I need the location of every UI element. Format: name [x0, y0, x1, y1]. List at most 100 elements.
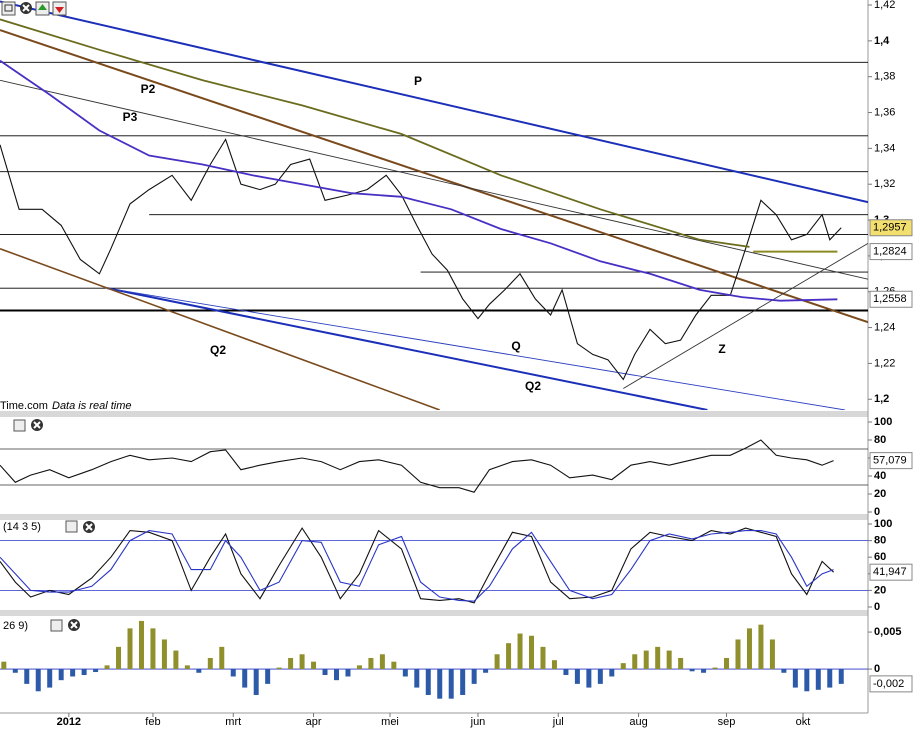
y-tick-label: 0,005 [874, 626, 902, 638]
histogram-bar [632, 654, 638, 670]
series-line [0, 439, 834, 493]
x-tick-label: jul [552, 716, 564, 728]
histogram-bar [781, 669, 787, 673]
window-button[interactable] [65, 520, 78, 533]
value-label: 1,2824 [873, 245, 907, 257]
histogram-bar [689, 669, 695, 672]
y-tick-label: 100 [874, 518, 892, 530]
histogram-bar [724, 657, 730, 670]
y-tick-label: 0 [874, 506, 880, 518]
y-tick-label: 40 [874, 470, 886, 482]
x-tick-label: 2012 [57, 716, 81, 728]
series-line [0, 527, 834, 604]
histogram-bar [311, 661, 317, 670]
histogram-bar [540, 646, 546, 670]
histogram-bar [116, 646, 122, 670]
y-tick-label: 20 [874, 584, 886, 596]
y-tick-label: 100 [874, 416, 892, 428]
histogram-bar [35, 669, 41, 692]
histogram-bar [276, 667, 282, 670]
histogram-bar [437, 669, 443, 699]
icon [85, 523, 93, 531]
histogram-bar [58, 669, 64, 681]
annotation: Q [511, 339, 520, 353]
icon [22, 4, 30, 12]
trendline [0, 29, 868, 324]
histogram-bar [758, 624, 764, 670]
y-tick-label: 1,32 [874, 178, 895, 190]
value-box [869, 290, 913, 308]
plot-area [0, 0, 868, 699]
value-box [869, 219, 913, 237]
panel-separator [0, 411, 868, 417]
histogram-bar [701, 669, 707, 673]
histogram-bar [655, 646, 661, 670]
histogram-bar [127, 628, 133, 670]
y-tick-label: 80 [874, 434, 886, 446]
histogram-bar [1, 661, 7, 670]
histogram-bar [517, 633, 523, 670]
histogram-bar [402, 669, 408, 677]
trendline [106, 287, 708, 410]
histogram-bar [678, 657, 684, 670]
indicator-params: 26 9) [3, 620, 28, 632]
window-button[interactable] [13, 419, 26, 432]
histogram-bar [792, 669, 798, 688]
trendline [0, 247, 441, 410]
value-label: -0,002 [873, 678, 904, 690]
histogram-bar [81, 669, 87, 675]
y-tick-label: 1,42 [874, 0, 895, 11]
window-button[interactable] [50, 619, 63, 632]
histogram-bar [551, 660, 557, 670]
value-label: 1,2558 [873, 293, 907, 305]
y-tick-label: 80 [874, 535, 886, 547]
histogram-bar [746, 628, 752, 670]
x-tick-label: feb [145, 716, 160, 728]
histogram-bar [161, 639, 167, 670]
annotation: Q2 [210, 343, 226, 357]
histogram-bar [563, 669, 569, 675]
y-tick-label: 20 [874, 488, 886, 500]
histogram-bar [712, 667, 718, 670]
histogram-bar [24, 669, 30, 684]
histogram-bar [322, 669, 328, 675]
source: Time.com [0, 400, 48, 412]
y-tick-label: 1,36 [874, 106, 895, 118]
icon [33, 421, 41, 429]
histogram-bar [150, 628, 156, 670]
histogram-bar [735, 639, 741, 670]
histogram-bar [804, 669, 810, 692]
histogram-bar [230, 669, 236, 677]
histogram-bar [425, 669, 431, 695]
icon [4, 4, 13, 12]
histogram-bar [173, 650, 179, 670]
value-label: 41,947 [873, 566, 907, 578]
histogram-bar [104, 665, 110, 670]
y-tick-label: 1,24 [874, 321, 895, 333]
histogram-bar [12, 669, 18, 673]
trendline [106, 287, 846, 410]
histogram-bar [414, 669, 420, 688]
annotation: Z [718, 342, 725, 356]
histogram-bar [620, 663, 626, 670]
histogram-bar [379, 654, 385, 670]
y-tick-label: 0 [874, 663, 880, 675]
histogram-bar [574, 669, 580, 684]
panel-separator [0, 514, 868, 520]
histogram-bar [769, 639, 775, 670]
series-line [0, 530, 834, 602]
y-tick-label: 1,22 [874, 357, 895, 369]
histogram-bar [506, 643, 512, 670]
x-tick-label: jun [470, 716, 486, 728]
value-label: 57,079 [873, 455, 907, 467]
value-box [869, 563, 913, 581]
window-button[interactable] [1, 1, 16, 16]
histogram-bar [356, 665, 362, 670]
x-tick-label: mrt [225, 716, 241, 728]
histogram-bar [253, 669, 259, 695]
histogram-bar [345, 669, 351, 677]
histogram-bar [838, 669, 844, 684]
histogram-bar [299, 654, 305, 670]
histogram-bar [483, 669, 489, 673]
